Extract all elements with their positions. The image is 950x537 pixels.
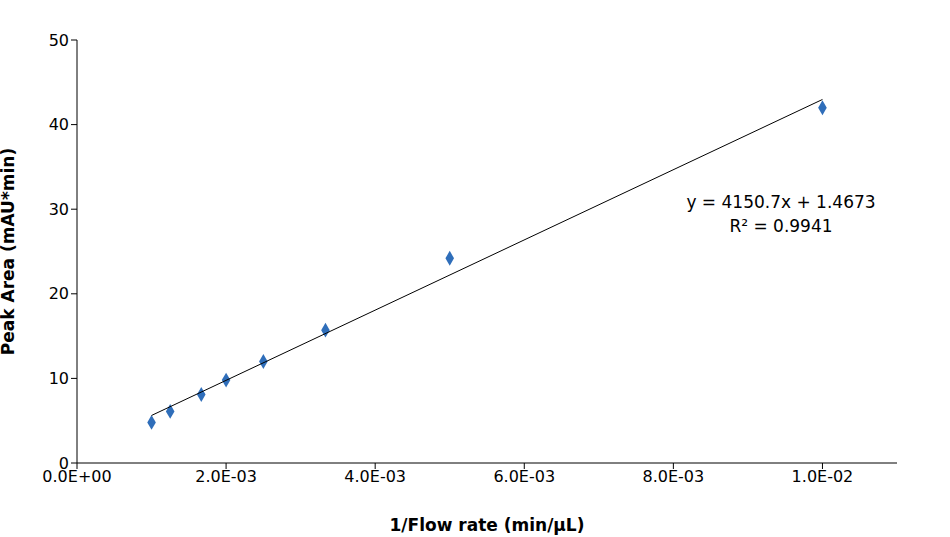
- svg-text:40: 40: [49, 115, 69, 134]
- svg-text:1/Flow rate (min/μL): 1/Flow rate (min/μL): [390, 515, 585, 535]
- svg-text:20: 20: [49, 284, 69, 303]
- svg-text:1.0E-02: 1.0E-02: [792, 467, 854, 486]
- svg-text:30: 30: [49, 200, 69, 219]
- svg-text:0.0E+00: 0.0E+00: [42, 467, 111, 486]
- svg-text:8.0E-03: 8.0E-03: [643, 467, 705, 486]
- svg-text:50: 50: [49, 31, 69, 50]
- html-text:R² = 0.9941: R² = 0.9941: [729, 216, 833, 236]
- svg-text:Peak Area (mAU*min): Peak Area (mAU*min): [8, 148, 18, 355]
- html-text:y = 4150.7x + 1.4673: y = 4150.7x + 1.4673: [686, 192, 876, 212]
- svg-text:6.0E-03: 6.0E-03: [493, 467, 555, 486]
- svg-text:10: 10: [49, 369, 69, 388]
- svg-text:4.0E-03: 4.0E-03: [344, 467, 406, 486]
- svg-text:0: 0: [59, 454, 69, 473]
- svg-text:2.0E-03: 2.0E-03: [195, 467, 257, 486]
